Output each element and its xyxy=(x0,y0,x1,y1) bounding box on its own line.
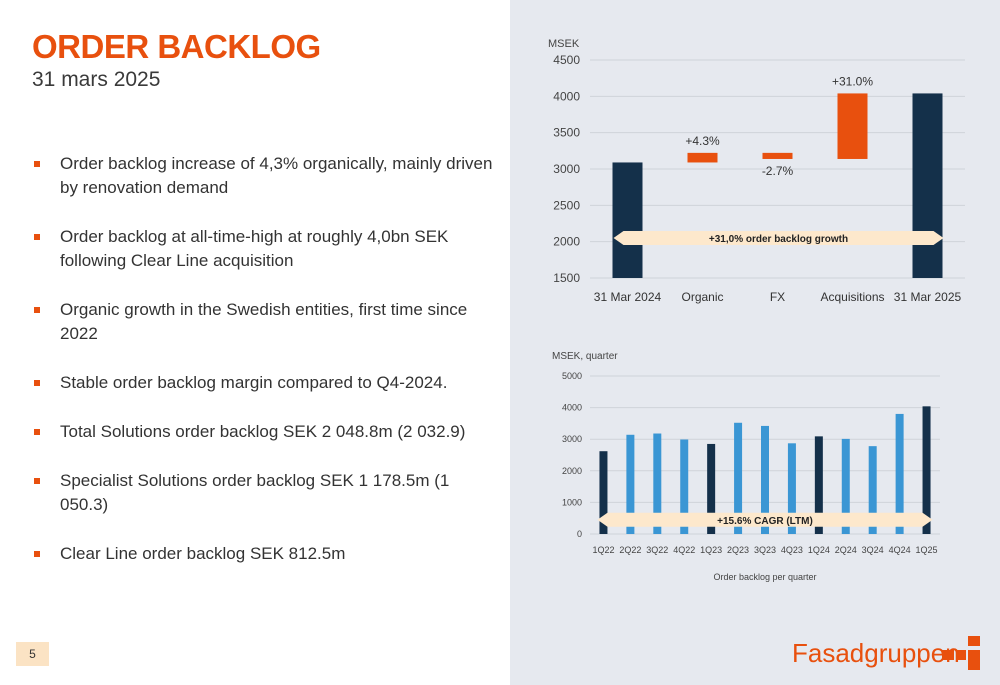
bar xyxy=(707,443,716,534)
x-tick-label: 3Q23 xyxy=(754,545,776,555)
page-title: ORDER BACKLOG xyxy=(32,28,321,65)
bullet-item: Order backlog at all-time-high at roughl… xyxy=(32,225,502,273)
y-tick-label: 3500 xyxy=(553,126,580,140)
x-tick-label: 1Q22 xyxy=(592,545,614,555)
y-tick-label: 4000 xyxy=(562,403,582,413)
data-label: +4.3% xyxy=(685,134,720,148)
bar xyxy=(761,425,769,534)
bullet-list: Order backlog increase of 4,3% organical… xyxy=(32,152,502,566)
bar xyxy=(922,406,931,534)
bar xyxy=(626,434,635,534)
x-tick-label: 4Q22 xyxy=(673,545,695,555)
logo-mark-icon xyxy=(942,636,986,670)
x-tick-label: Organic xyxy=(681,290,723,304)
x-tick-label: Acquisitions xyxy=(820,290,884,304)
bar xyxy=(868,446,877,534)
bullet-item: Specialist Solutions order backlog SEK 1… xyxy=(32,469,502,517)
x-tick-label: 4Q24 xyxy=(889,545,911,555)
bullet-text: Clear Line order backlog SEK 812.5m xyxy=(60,544,346,563)
cagr-arrow-label: +15.6% CAGR (LTM) xyxy=(717,516,813,527)
bar-step xyxy=(687,152,718,163)
bullet-text: Specialist Solutions order backlog SEK 1… xyxy=(60,471,450,514)
y-tick-label: 1000 xyxy=(562,497,582,507)
bullet-marker xyxy=(34,234,40,240)
y-axis-label: MSEK xyxy=(548,38,580,50)
bullet-item: Stable order backlog margin compared to … xyxy=(32,371,502,395)
bullet-marker xyxy=(34,478,40,484)
page-number: 5 xyxy=(16,642,49,666)
y-axis-label: MSEK, quarter xyxy=(552,351,618,362)
left-pane: ORDER BACKLOG 31 mars 2025 Order backlog… xyxy=(16,28,502,666)
bullet-marker xyxy=(34,380,40,386)
cagr-arrow xyxy=(597,512,933,527)
y-tick-label: 5000 xyxy=(562,371,582,381)
y-tick-label: 3000 xyxy=(562,434,582,444)
x-tick-label: 2Q22 xyxy=(619,545,641,555)
bar xyxy=(787,443,796,534)
x-tick-label: 3Q24 xyxy=(862,545,884,555)
y-tick-label: 4500 xyxy=(553,53,580,67)
x-tick-label: 1Q25 xyxy=(916,545,938,555)
y-tick-label: 2000 xyxy=(562,466,582,476)
x-tick-label: 1Q23 xyxy=(700,545,722,555)
bullet-item: Organic growth in the Swedish entities, … xyxy=(32,298,502,346)
bullet-marker xyxy=(34,429,40,435)
bullet-item: Total Solutions order backlog SEK 2 048.… xyxy=(32,420,502,444)
logo-text: Fasadgruppen xyxy=(792,638,960,668)
bar-total xyxy=(612,162,643,278)
y-tick-label: 1500 xyxy=(553,271,580,285)
bar xyxy=(841,438,850,534)
bullet-text: Organic growth in the Swedish entities, … xyxy=(60,300,468,343)
x-tick-label: 3Q22 xyxy=(646,545,668,555)
y-tick-label: 0 xyxy=(577,529,582,539)
x-tick-label: 1Q24 xyxy=(808,545,830,555)
bullet-item: Order backlog increase of 4,3% organical… xyxy=(32,152,502,200)
x-axis-label: Order backlog per quarter xyxy=(713,572,816,582)
bar xyxy=(895,413,904,534)
bullet-marker xyxy=(34,551,40,557)
fasadgruppen-logo: Fasadgruppen xyxy=(792,634,992,674)
bullet-text: Total Solutions order backlog SEK 2 048.… xyxy=(60,422,466,441)
growth-arrow-label: +31,0% order backlog growth xyxy=(709,234,848,245)
x-tick-label: FX xyxy=(770,290,785,304)
growth-arrow xyxy=(613,231,944,246)
waterfall-chart: MSEK 1500 2000 2500 3000 3500 4000 4500 31 Mar 2… xyxy=(548,38,965,304)
bullet-marker xyxy=(34,307,40,313)
y-tick-label: 4000 xyxy=(553,89,580,103)
bar-step xyxy=(762,152,793,159)
bar xyxy=(680,439,689,534)
x-tick-label: 31 Mar 2024 xyxy=(594,290,662,304)
quarterly-bar-chart: MSEK, quarter 0 1000 2000 3000 4000 5000 1Q22 2Q… xyxy=(552,351,940,582)
bar xyxy=(599,451,608,534)
bar xyxy=(814,436,823,534)
bullet-text: Stable order backlog margin compared to … xyxy=(60,373,448,392)
bar-step xyxy=(837,93,868,159)
data-label: +31.0% xyxy=(832,74,873,88)
y-tick-label: 2000 xyxy=(553,235,580,249)
y-tick-label: 2500 xyxy=(553,198,580,212)
bar xyxy=(734,422,743,534)
y-tick-label: 3000 xyxy=(553,162,580,176)
x-tick-label: 2Q24 xyxy=(835,545,857,555)
bullet-text: Order backlog at all-time-high at roughl… xyxy=(60,227,449,270)
bar xyxy=(653,433,662,534)
x-tick-label: 4Q23 xyxy=(781,545,803,555)
x-tick-label: 2Q23 xyxy=(727,545,749,555)
bar-total xyxy=(912,93,943,278)
page-subtitle: 31 mars 2025 xyxy=(32,68,161,91)
x-tick-label: 31 Mar 2025 xyxy=(894,290,962,304)
bullet-marker xyxy=(34,161,40,167)
bullet-item: Clear Line order backlog SEK 812.5m xyxy=(32,542,502,566)
data-label: -2.7% xyxy=(762,164,794,178)
bullet-text: Order backlog increase of 4,3% organical… xyxy=(60,154,493,197)
